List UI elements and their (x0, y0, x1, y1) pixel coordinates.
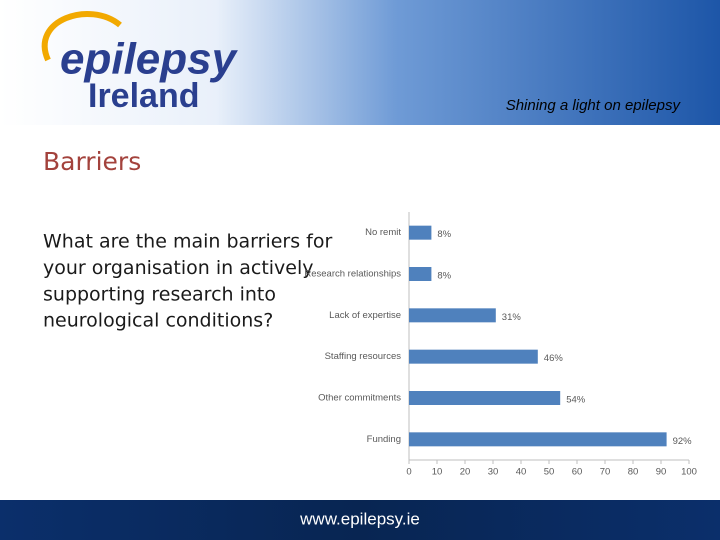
question-line: What are the main barriers for (43, 231, 332, 253)
category-label: Other commitments (318, 393, 401, 404)
bar (409, 267, 432, 281)
bar (409, 349, 538, 364)
category-label: Lack of expertise (329, 310, 401, 321)
x-tick-label: 20 (460, 467, 471, 478)
category-label: Staffing resources (325, 351, 402, 362)
x-tick-label: 40 (516, 467, 527, 478)
bar (409, 308, 496, 323)
x-tick-label: 50 (544, 467, 555, 478)
value-label: 8% (437, 229, 451, 240)
header-background (0, 0, 720, 125)
question-line: neurological conditions? (43, 310, 273, 332)
chart: 0 10 20 30 40 50 60 70 80 90 100 No remit 8% Research… (304, 212, 697, 478)
bar (409, 432, 667, 447)
footer-background (0, 500, 720, 540)
x-tick-label: 80 (628, 467, 639, 478)
x-tick-label: 90 (656, 467, 667, 478)
question-line: supporting research into (43, 283, 276, 305)
category-label: Funding (367, 434, 401, 445)
x-tick-label: 100 (681, 467, 697, 478)
x-tick-label: 60 (572, 467, 583, 478)
bar (409, 391, 561, 405)
tagline: Shining a light on epilepsy (506, 97, 682, 114)
x-tick-label: 70 (600, 467, 611, 478)
x-tick-label: 0 (406, 467, 411, 478)
x-tick-label: 30 (488, 467, 499, 478)
question-line: your organisation in actively (43, 257, 314, 279)
logo-swoosh (41, 10, 122, 62)
value-label: 54% (566, 395, 586, 406)
question: What are the main barriers for your organ… (43, 231, 332, 332)
category-label: Research relationships (304, 269, 401, 280)
value-label: 92% (673, 436, 693, 447)
value-label: 31% (502, 312, 522, 323)
logo-line1: epilepsy (60, 35, 239, 84)
category-label: No remit (365, 227, 401, 238)
logo-line2: Ireland (88, 77, 199, 115)
bar (409, 225, 432, 240)
slide-title: Barriers (43, 147, 141, 176)
footer-url: www.epilepsy.ie (299, 509, 420, 528)
x-tick-label: 10 (432, 467, 443, 478)
value-label: 46% (544, 353, 564, 364)
value-label: 8% (437, 271, 451, 282)
